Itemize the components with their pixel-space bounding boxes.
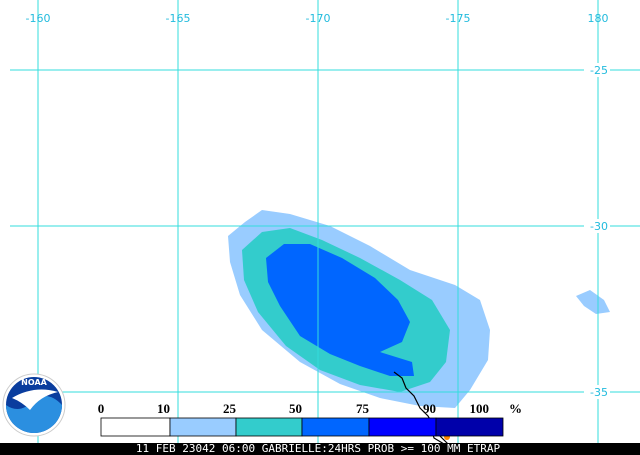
logo-bird	[12, 389, 58, 410]
lat-label: -35	[590, 386, 608, 399]
lat-label-bg	[584, 219, 610, 233]
lat-label-bg	[584, 63, 610, 77]
lat-label: -25	[590, 64, 608, 77]
legend-label: 0	[98, 401, 105, 416]
legend: 0 10 25 50 75 90 100%	[98, 401, 522, 437]
grid: -160 -165 -170 -175 180 -25 -30 -35	[10, 0, 640, 443]
legend-swatch	[435, 417, 504, 437]
lon-label: 180	[588, 12, 609, 25]
lon-label: -170	[306, 12, 331, 25]
lon-label: -175	[446, 12, 471, 25]
legend-swatch	[100, 417, 171, 437]
probability-field	[228, 210, 610, 408]
legend-swatch	[368, 417, 437, 437]
legend-label: 75	[356, 401, 370, 416]
legend-label: 100	[470, 401, 490, 416]
legend-label: 25	[223, 401, 237, 416]
noaa-logo: NOAA	[2, 373, 66, 437]
logo-wave	[6, 396, 62, 433]
prob-50-75	[266, 244, 414, 376]
legend-label: 10	[157, 401, 170, 416]
legend-label: 90	[423, 401, 436, 416]
legend-label: 50	[289, 401, 302, 416]
lon-label: -165	[166, 12, 191, 25]
lon-label: -160	[26, 12, 51, 25]
prob-10-25-small	[576, 290, 610, 314]
legend-swatch	[301, 417, 370, 437]
footer-text: 11 FEB 23042 06:00 GABRIELLE:24HRS PROB …	[136, 442, 501, 455]
legend-swatch	[235, 417, 303, 437]
lat-label-bg	[584, 385, 610, 399]
lat-label: -30	[590, 220, 608, 233]
logo-text: NOAA	[21, 378, 47, 387]
legend-unit: %	[509, 401, 522, 416]
legend-swatch	[169, 417, 237, 437]
footer-bar	[0, 443, 640, 455]
